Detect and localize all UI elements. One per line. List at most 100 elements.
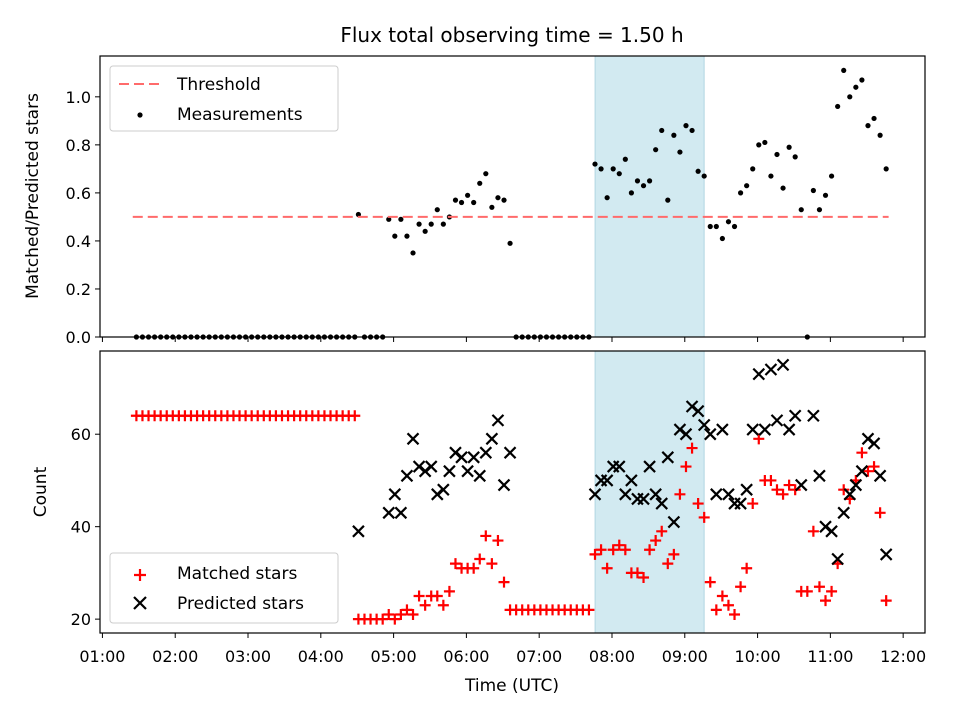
predicted-star-marker	[619, 488, 632, 501]
bottom-x-ticks: 01:00 02:00 03:00 04:00 05:00 06:00 07:00 08:00…	[79, 633, 926, 666]
predicted-star-marker	[400, 469, 414, 483]
measurement-point	[653, 147, 659, 153]
matched-star-marker	[765, 474, 777, 486]
measurement-point	[828, 173, 835, 179]
predicted-star-marker	[625, 474, 638, 487]
matched-star-marker	[468, 562, 480, 574]
top-axes-frame	[99, 55, 926, 338]
legend-matched-label: Matched stars	[177, 564, 297, 584]
top-y-ticks: 0.0 0.2 0.4 0.6 0.8 1.0	[66, 88, 100, 347]
measurement-point	[822, 192, 829, 198]
bottom-y-ticks: 20 40 60	[71, 425, 100, 629]
matched-star-marker	[868, 461, 880, 473]
matched-star-marker	[407, 609, 419, 621]
matched-star-marker	[686, 442, 698, 454]
predicted-star-marker	[691, 404, 705, 418]
predicted-star-marker	[667, 515, 681, 529]
measurement-point	[847, 94, 853, 100]
matched-star-marker	[589, 548, 601, 560]
legend-threshold-label: Threshold	[176, 75, 261, 95]
measurement-point	[762, 139, 768, 146]
measurement-point	[792, 154, 798, 160]
measurement-point	[598, 166, 604, 172]
measurement-point	[495, 195, 501, 201]
y-tick-label: 20	[71, 610, 91, 629]
matched-star-marker	[437, 599, 449, 611]
predicted-star-marker	[825, 525, 838, 538]
measurement-point	[628, 190, 634, 196]
predicted-star-marker	[588, 488, 602, 501]
predicted-star-marker	[740, 483, 753, 496]
matched-star-marker	[710, 604, 722, 616]
predicted-star-marker	[437, 483, 450, 496]
top-legend: Threshold Measurements	[109, 65, 339, 132]
matched-star-marker	[741, 562, 753, 574]
highlight-span-bottom	[594, 350, 705, 634]
predicted-star-marker	[776, 358, 790, 372]
predicted-star-marker	[746, 423, 759, 436]
measurement-point	[671, 132, 677, 138]
predicted-star-marker	[643, 460, 656, 473]
measurement-point	[701, 173, 707, 179]
predicted-star-marker	[612, 460, 626, 473]
predicted-star-marker	[758, 423, 772, 436]
x-tick-label: 11:00	[807, 647, 853, 666]
matched-star-marker	[650, 535, 662, 547]
measurement-point	[610, 166, 616, 172]
measurement-point	[622, 156, 628, 162]
matched-star-marker	[698, 511, 710, 523]
top-panel: 0.0 0.2 0.4 0.6 0.8 1.0 Matched/Predicted sta…	[23, 55, 926, 347]
highlight-span-top	[594, 55, 705, 338]
predicted-star-marker	[655, 497, 669, 510]
measurement-point	[477, 180, 483, 186]
matched-star-marker	[492, 535, 504, 547]
predicted-star-marker	[734, 497, 747, 510]
predicted-star-marker	[485, 432, 499, 446]
x-tick-label: 09:00	[662, 647, 708, 666]
measurement-point	[677, 149, 683, 155]
predicted-star-marker	[710, 488, 723, 501]
matched-star-marker	[431, 590, 443, 602]
y-tick-label: 0.0	[66, 328, 91, 347]
measurement-point	[750, 166, 756, 172]
chart-title: Flux total observing time = 1.50 h	[340, 23, 683, 47]
y-tick-label: 1.0	[66, 88, 91, 107]
matched-star-marker	[383, 609, 395, 621]
matched-star-marker	[880, 595, 892, 607]
predicted-star-marker	[352, 525, 365, 538]
matched-star-marker	[401, 604, 413, 616]
matched-star-marker	[856, 447, 868, 459]
predicted-star-marker	[382, 506, 396, 520]
predicted-star-marker	[455, 451, 468, 464]
matched-star-marker	[656, 525, 668, 537]
measurement-point	[780, 185, 786, 191]
measurement-point	[616, 171, 622, 177]
x-tick-label: 08:00	[589, 647, 635, 666]
measurement-point	[483, 171, 489, 177]
matched-star-marker	[771, 484, 783, 496]
bottom-legend-box	[109, 552, 339, 624]
predicted-star-marker	[503, 446, 517, 459]
predicted-star-marker	[813, 469, 826, 483]
measurement-point	[683, 123, 689, 129]
predicted-stars-points	[352, 358, 893, 566]
matched-star-marker	[389, 613, 401, 625]
legend-measurements-label: Measurements	[177, 105, 303, 125]
measurement-point	[428, 221, 434, 227]
measurement-point	[465, 192, 471, 198]
matched-star-marker	[735, 581, 747, 593]
predicted-star-marker	[843, 488, 857, 501]
measurement-point	[707, 223, 713, 230]
measurement-point	[798, 207, 804, 213]
predicted-star-marker	[879, 548, 893, 561]
measurement-point	[835, 103, 841, 110]
predicted-star-marker	[394, 506, 408, 520]
predicted-star-marker	[649, 488, 662, 501]
matched-star-marker	[601, 562, 613, 574]
measurement-point	[774, 151, 780, 158]
matched-star-marker	[704, 576, 716, 588]
predicted-star-marker	[867, 437, 881, 450]
measurement-point	[416, 221, 422, 227]
matched-star-marker	[449, 558, 461, 570]
matched-star-marker	[662, 558, 674, 570]
